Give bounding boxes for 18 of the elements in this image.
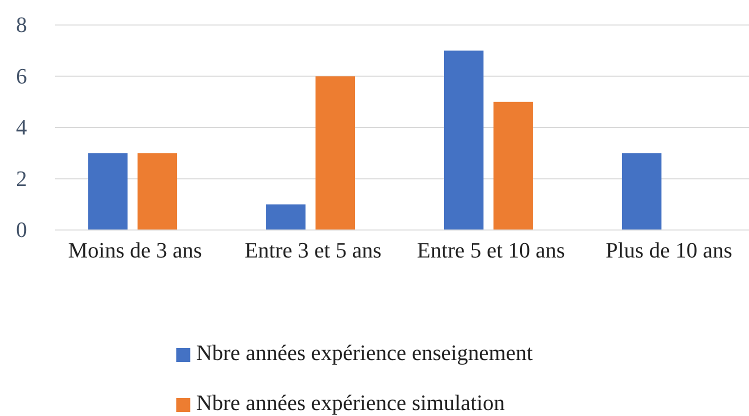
legend-label: Nbre années expérience simulation (196, 390, 505, 415)
x-tick-label: Entre 3 et 5 ans (244, 238, 382, 263)
x-tick-label: Moins de 3 ans (68, 238, 202, 263)
legend-label: Nbre années expérience enseignement (196, 340, 533, 365)
bar (444, 50, 484, 230)
bar (88, 153, 128, 230)
bar (493, 102, 533, 230)
bar (266, 204, 306, 230)
y-tick-label: 8 (16, 12, 27, 38)
y-tick-label: 6 (16, 63, 27, 88)
bar (622, 153, 662, 230)
y-tick-label: 0 (16, 217, 27, 242)
bar (138, 153, 178, 230)
x-tick-label: Plus de 10 ans (606, 238, 732, 263)
y-tick-label: 2 (16, 166, 27, 191)
bar (316, 76, 356, 230)
x-tick-label: Entre 5 et 10 ans (417, 238, 565, 263)
y-tick-label: 4 (16, 114, 27, 140)
